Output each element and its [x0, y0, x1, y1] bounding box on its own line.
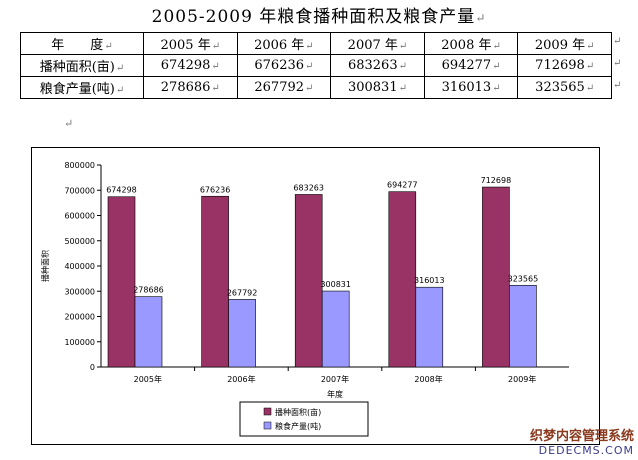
x-tick-label: 2008年	[414, 374, 442, 384]
bar	[482, 186, 510, 368]
data-label: 694277	[387, 181, 418, 190]
table-cell: 323565↵	[517, 76, 612, 99]
x-axis-title: 年度	[327, 389, 343, 399]
data-label: 316013	[414, 276, 445, 285]
legend-swatch	[263, 407, 272, 416]
legend-box	[239, 401, 369, 437]
y-tick-label: 100000	[64, 338, 95, 347]
table-row-label: 粮食产量(吨)↵	[20, 76, 144, 99]
table-header-label: 年 度↵	[20, 32, 144, 55]
table-header-year: 2006 年↵	[236, 32, 332, 55]
data-label: 712698	[481, 176, 512, 185]
document-title: 2005-2009 年粮食播种面积及粮食产量↵	[0, 2, 638, 27]
table-header-year: 2008 年↵	[423, 32, 519, 55]
y-tick-label: 300000	[64, 287, 95, 296]
table-cell: 712698↵	[517, 54, 612, 77]
x-tick-label: 2007年	[321, 374, 349, 384]
watermark: 织梦内容管理系统 DEDECMS.COM	[530, 425, 634, 457]
y-tick-label: 400000	[64, 262, 95, 271]
bar	[294, 194, 323, 368]
data-label: 300831	[320, 280, 351, 289]
data-table: 年 度↵ 2005 年↵ 2006 年↵ 2007 年↵ 2008 年↵ 200…	[20, 32, 612, 99]
empty-paragraph-mark: ↵	[64, 117, 74, 130]
y-tick-label: 500000	[64, 237, 95, 246]
table-cell: 278686↵	[143, 76, 238, 99]
table-cell: 683263↵	[330, 54, 425, 77]
bar	[509, 284, 537, 368]
bar-chart: 0 100000 200000 300000 400000 500000 600000 700…	[40, 161, 569, 437]
chart-frame: 0 100000 200000 300000 400000 500000 600000 700…	[31, 147, 600, 445]
table-cell: 694277↵	[423, 54, 519, 77]
y-tick-label: 700000	[64, 186, 95, 195]
table-header-year: 2009 年↵	[517, 32, 612, 55]
legend-swatch	[263, 421, 272, 430]
table-cell: 676236↵	[236, 54, 332, 77]
x-tick-label: 2006年	[227, 374, 255, 384]
y-tick-label: 200000	[64, 313, 95, 322]
bar	[107, 196, 136, 368]
legend-entry: 播种面积(亩)	[275, 407, 321, 417]
table-header-row: 年 度↵ 2005 年↵ 2006 年↵ 2007 年↵ 2008 年↵ 200…	[20, 32, 612, 55]
table-cell: 316013↵	[423, 76, 519, 99]
table-row-label: 播种面积(亩)↵	[20, 54, 144, 77]
data-label: 674298	[106, 186, 137, 195]
row-end-mark: ↵	[613, 36, 622, 47]
table-cell: 674298↵	[143, 54, 238, 77]
y-tick-label: 600000	[64, 212, 95, 221]
data-label: 676236	[200, 185, 231, 194]
watermark-line2: DEDECMS.COM	[538, 444, 634, 457]
table-header-year: 2005 年↵	[143, 32, 238, 55]
x-tick-label: 2005年	[134, 374, 162, 384]
table-row: 粮食产量(吨)↵ 278686↵ 267792↵ 300831↵ 316013↵…	[20, 76, 612, 99]
table-header-year: 2007 年↵	[330, 32, 425, 55]
table-cell: 267792↵	[236, 76, 332, 99]
bar	[134, 296, 163, 368]
watermark-line1: 织梦内容管理系统	[529, 429, 634, 444]
row-end-mark: ↵	[613, 58, 622, 69]
bar	[321, 290, 350, 368]
data-label: 683263	[293, 183, 324, 192]
bar	[388, 191, 417, 368]
legend-entry: 粮食产量(吨)	[275, 421, 321, 431]
data-label: 267792	[227, 288, 258, 297]
data-label: 278686	[133, 286, 164, 295]
y-tick-label: 800000	[64, 161, 95, 170]
y-axis-title: 播种面积	[40, 250, 50, 282]
data-label: 323565	[508, 274, 539, 283]
paragraph-mark: ↵	[475, 11, 487, 25]
y-tick-label: 0	[90, 363, 95, 372]
bar	[415, 286, 444, 368]
bar	[228, 299, 256, 368]
table-cell: 300831↵	[330, 76, 425, 99]
table-row: 播种面积(亩)↵ 674298↵ 676236↵ 683263↵ 694277↵…	[20, 54, 612, 77]
x-tick-label: 2009年	[508, 374, 536, 384]
bar	[201, 195, 229, 368]
row-end-mark: ↵	[613, 80, 622, 91]
document-title-text: 2005-2009 年粮食播种面积及粮食产量	[151, 7, 476, 27]
